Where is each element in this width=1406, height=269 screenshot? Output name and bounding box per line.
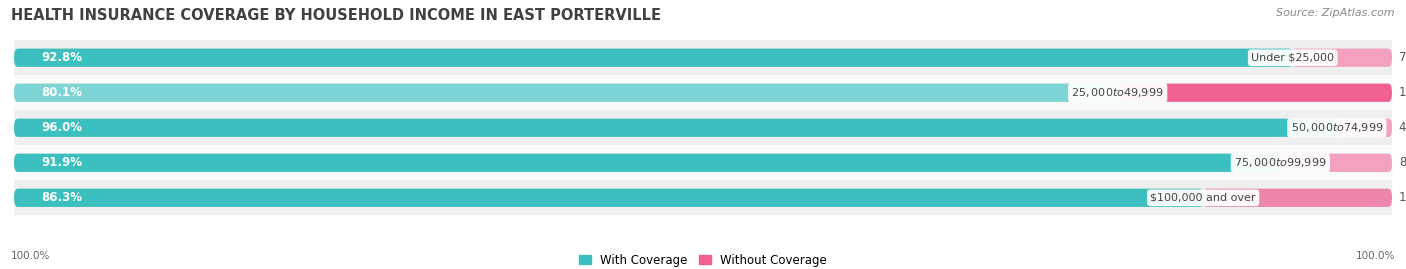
- FancyBboxPatch shape: [14, 40, 1392, 75]
- Text: 4.0%: 4.0%: [1399, 121, 1406, 134]
- Text: 100.0%: 100.0%: [1355, 251, 1395, 261]
- FancyBboxPatch shape: [1292, 49, 1392, 67]
- FancyBboxPatch shape: [14, 154, 1281, 172]
- FancyBboxPatch shape: [14, 154, 1392, 172]
- FancyBboxPatch shape: [1337, 119, 1392, 137]
- Text: 91.9%: 91.9%: [42, 156, 83, 169]
- Text: HEALTH INSURANCE COVERAGE BY HOUSEHOLD INCOME IN EAST PORTERVILLE: HEALTH INSURANCE COVERAGE BY HOUSEHOLD I…: [11, 8, 661, 23]
- FancyBboxPatch shape: [14, 49, 1292, 67]
- FancyBboxPatch shape: [14, 119, 1337, 137]
- FancyBboxPatch shape: [14, 189, 1204, 207]
- FancyBboxPatch shape: [14, 75, 1392, 110]
- Legend: With Coverage, Without Coverage: With Coverage, Without Coverage: [579, 254, 827, 267]
- Text: $25,000 to $49,999: $25,000 to $49,999: [1071, 86, 1164, 99]
- Text: $100,000 and over: $100,000 and over: [1150, 193, 1256, 203]
- Text: 100.0%: 100.0%: [11, 251, 51, 261]
- Text: 86.3%: 86.3%: [42, 191, 83, 204]
- Text: $75,000 to $99,999: $75,000 to $99,999: [1234, 156, 1327, 169]
- Text: 7.2%: 7.2%: [1399, 51, 1406, 64]
- FancyBboxPatch shape: [14, 145, 1392, 180]
- FancyBboxPatch shape: [1204, 189, 1392, 207]
- Text: 92.8%: 92.8%: [42, 51, 83, 64]
- FancyBboxPatch shape: [14, 49, 1392, 67]
- FancyBboxPatch shape: [14, 110, 1392, 145]
- FancyBboxPatch shape: [1281, 154, 1392, 172]
- Text: Under $25,000: Under $25,000: [1251, 53, 1334, 63]
- Text: 19.9%: 19.9%: [1399, 86, 1406, 99]
- Text: $50,000 to $74,999: $50,000 to $74,999: [1291, 121, 1384, 134]
- FancyBboxPatch shape: [14, 84, 1392, 102]
- FancyBboxPatch shape: [1118, 84, 1392, 102]
- Text: Source: ZipAtlas.com: Source: ZipAtlas.com: [1277, 8, 1395, 18]
- Text: 8.1%: 8.1%: [1399, 156, 1406, 169]
- FancyBboxPatch shape: [14, 180, 1392, 215]
- Text: 13.7%: 13.7%: [1399, 191, 1406, 204]
- Text: 80.1%: 80.1%: [42, 86, 83, 99]
- FancyBboxPatch shape: [14, 84, 1118, 102]
- FancyBboxPatch shape: [14, 119, 1392, 137]
- FancyBboxPatch shape: [14, 189, 1392, 207]
- Text: 96.0%: 96.0%: [42, 121, 83, 134]
